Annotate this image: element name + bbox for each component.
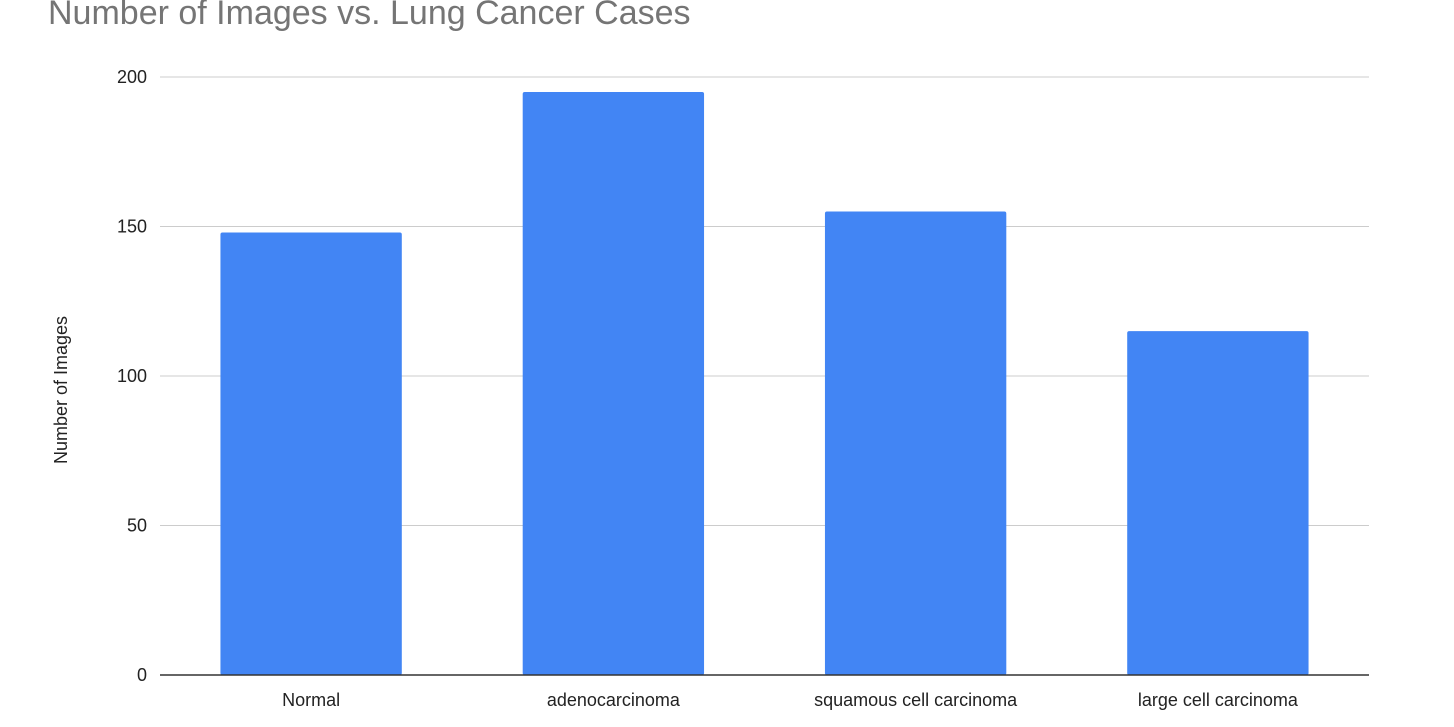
x-tick-label: large cell carcinoma <box>1138 690 1299 710</box>
chart-title: Number of Images vs. Lung Cancer Cases <box>48 0 691 32</box>
y-tick-label: 150 <box>117 217 147 237</box>
y-tick-label: 200 <box>117 67 147 87</box>
bars <box>220 91 1309 676</box>
bar <box>220 232 402 676</box>
bar <box>824 211 1007 676</box>
x-tick-label: Normal <box>282 690 340 710</box>
x-axis-tick-labels: Normal adenocarcinoma squamous cell carcin… <box>282 690 1299 710</box>
y-tick-label: 50 <box>127 516 147 536</box>
bar <box>1127 331 1309 675</box>
y-tick-label: 100 <box>117 366 147 386</box>
x-tick-label: squamous cell carcinoma <box>814 690 1018 710</box>
x-tick-label: adenocarcinoma <box>547 690 681 710</box>
y-axis-tick-labels: 0 50 100 150 200 <box>117 67 147 685</box>
y-tick-label: 0 <box>137 665 147 685</box>
bar <box>522 91 705 675</box>
y-axis-title: Number of Images <box>51 316 71 464</box>
